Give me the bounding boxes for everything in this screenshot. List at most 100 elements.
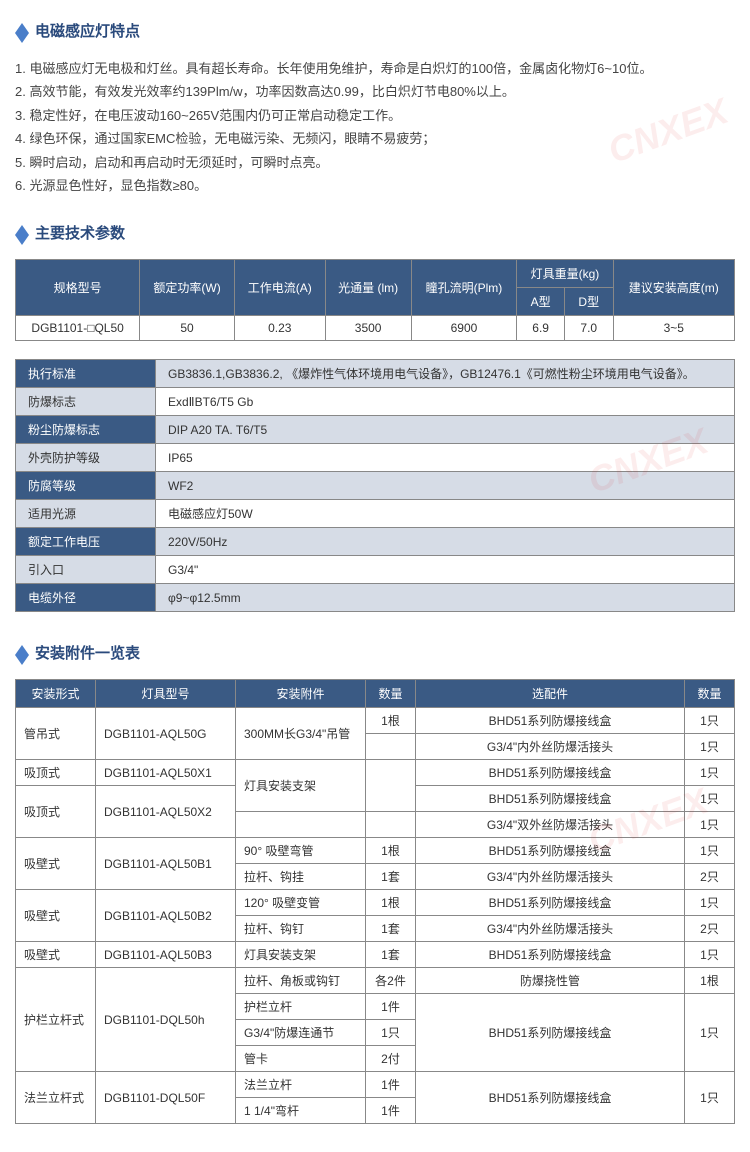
td: 吸壁式 [16, 890, 96, 942]
diamond-icon [15, 638, 29, 655]
td: 1根 [366, 708, 416, 734]
td: 1只 [685, 708, 735, 734]
td: 1根 [685, 968, 735, 994]
spec-value: IP65 [156, 444, 735, 472]
td: 灯具安装支架 [236, 942, 366, 968]
td: 管卡 [236, 1046, 366, 1072]
td: 1只 [685, 1072, 735, 1124]
spec-value: DIP A20 TA. T6/T5 [156, 416, 735, 444]
td [366, 734, 416, 760]
spec-value: GB3836.1,GB3836.2, 《爆炸性气体环境用电气设备》，GB1247… [156, 360, 735, 388]
th-flux: 光通量 (lm) [325, 260, 411, 316]
td [366, 760, 416, 812]
th: 安装附件 [236, 680, 366, 708]
spec-value: φ9~φ12.5mm [156, 584, 735, 612]
section-params-header: 主要技术参数 [15, 222, 735, 247]
td-height: 3~5 [613, 316, 734, 341]
td-model: DGB1101-□QL50 [16, 316, 140, 341]
td: 1件 [366, 1098, 416, 1124]
spec-label: 适用光源 [16, 500, 156, 528]
td: 1只 [685, 812, 735, 838]
td: G3/4"防爆连通节 [236, 1020, 366, 1046]
diamond-icon [15, 16, 29, 33]
feature-item: 光源显色性好，显色指数≥80。 [15, 174, 735, 197]
spec-label: 额定工作电压 [16, 528, 156, 556]
spec-table: 执行标准GB3836.1,GB3836.2, 《爆炸性气体环境用电气设备》，GB… [15, 359, 735, 612]
section-features-header: 电磁感应灯特点 [15, 20, 735, 45]
spec-label: 外壳防护等级 [16, 444, 156, 472]
td: 1根 [366, 890, 416, 916]
th: 选配件 [416, 680, 685, 708]
td: 1只 [366, 1020, 416, 1046]
td: 1根 [366, 838, 416, 864]
td: 1只 [685, 994, 735, 1072]
td: 法兰立杆 [236, 1072, 366, 1098]
params-title: 主要技术参数 [35, 222, 125, 243]
td: 拉杆、角板或钩钉 [236, 968, 366, 994]
td: 2只 [685, 864, 735, 890]
td: BHD51系列防爆接线盒 [416, 786, 685, 812]
td: G3/4"内外丝防爆活接头 [416, 864, 685, 890]
spec-label: 执行标准 [16, 360, 156, 388]
td: 2只 [685, 916, 735, 942]
td: 1只 [685, 734, 735, 760]
spec-label: 引入口 [16, 556, 156, 584]
td: G3/4"内外丝防爆活接头 [416, 916, 685, 942]
th: 数量 [685, 680, 735, 708]
td: BHD51系列防爆接线盒 [416, 760, 685, 786]
td: 1只 [685, 838, 735, 864]
th-weight: 灯具重量(kg) [517, 260, 613, 288]
td: BHD51系列防爆接线盒 [416, 994, 685, 1072]
td: 各2件 [366, 968, 416, 994]
install-table: 安装形式 灯具型号 安装附件 数量 选配件 数量 管吊式 DGB1101-AQL… [15, 679, 735, 1124]
section-install-header: 安装附件一览表 [15, 642, 735, 667]
td: 1件 [366, 1072, 416, 1098]
th-weight-d: D型 [564, 288, 613, 316]
spec-value: 电磁感应灯50W [156, 500, 735, 528]
td-wa: 6.9 [517, 316, 565, 341]
th: 灯具型号 [96, 680, 236, 708]
spec-value: G3/4" [156, 556, 735, 584]
th: 数量 [366, 680, 416, 708]
td: BHD51系列防爆接线盒 [416, 890, 685, 916]
th: 安装形式 [16, 680, 96, 708]
td-flux: 3500 [325, 316, 411, 341]
td: DGB1101-AQL50B2 [96, 890, 236, 942]
td: 90° 吸壁弯管 [236, 838, 366, 864]
feature-item: 绿色环保，通过国家EMC检验，无电磁污染、无频闪，眼睛不易疲劳； [15, 127, 735, 150]
td: 管吊式 [16, 708, 96, 760]
spec-label: 粉尘防爆标志 [16, 416, 156, 444]
td: DGB1101-AQL50X1 [96, 760, 236, 786]
spec-label: 防腐等级 [16, 472, 156, 500]
td: 1只 [685, 760, 735, 786]
td: 1套 [366, 942, 416, 968]
th-power: 额定功率(W) [140, 260, 235, 316]
td: DGB1101-AQL50G [96, 708, 236, 760]
feature-item: 瞬时启动，启动和再启动时无须延时，可瞬时点亮。 [15, 151, 735, 174]
param-table: 规格型号 额定功率(W) 工作电流(A) 光通量 (lm) 瞳孔流明(Plm) … [15, 259, 735, 341]
th-current: 工作电流(A) [234, 260, 325, 316]
td [236, 812, 366, 838]
feature-item: 高效节能，有效发光效率约139Plm/w，功率因数高达0.99，比白炽灯节电80… [15, 80, 735, 103]
td: DGB1101-DQL50F [96, 1072, 236, 1124]
diamond-icon [15, 218, 29, 235]
td: 1 1/4"弯杆 [236, 1098, 366, 1124]
td: 吸顶式 [16, 760, 96, 786]
td: DGB1101-DQL50h [96, 968, 236, 1072]
features-list: 电磁感应灯无电极和灯丝。具有超长寿命。长年使用免维护，寿命是白炽灯的100倍，金… [15, 57, 735, 212]
td: DGB1101-AQL50B3 [96, 942, 236, 968]
td: 吸壁式 [16, 942, 96, 968]
td-current: 0.23 [234, 316, 325, 341]
spec-label: 电缆外径 [16, 584, 156, 612]
td: 1只 [685, 786, 735, 812]
spec-value: 220V/50Hz [156, 528, 735, 556]
th-height: 建议安装高度(m) [613, 260, 734, 316]
spec-label: 防爆标志 [16, 388, 156, 416]
td: G3/4"双外丝防爆活接头 [416, 812, 685, 838]
td: 1只 [685, 942, 735, 968]
td: DGB1101-AQL50X2 [96, 786, 236, 838]
td-wd: 7.0 [564, 316, 613, 341]
td: 拉杆、钩挂 [236, 864, 366, 890]
td: 护栏立杆式 [16, 968, 96, 1072]
td: BHD51系列防爆接线盒 [416, 1072, 685, 1124]
